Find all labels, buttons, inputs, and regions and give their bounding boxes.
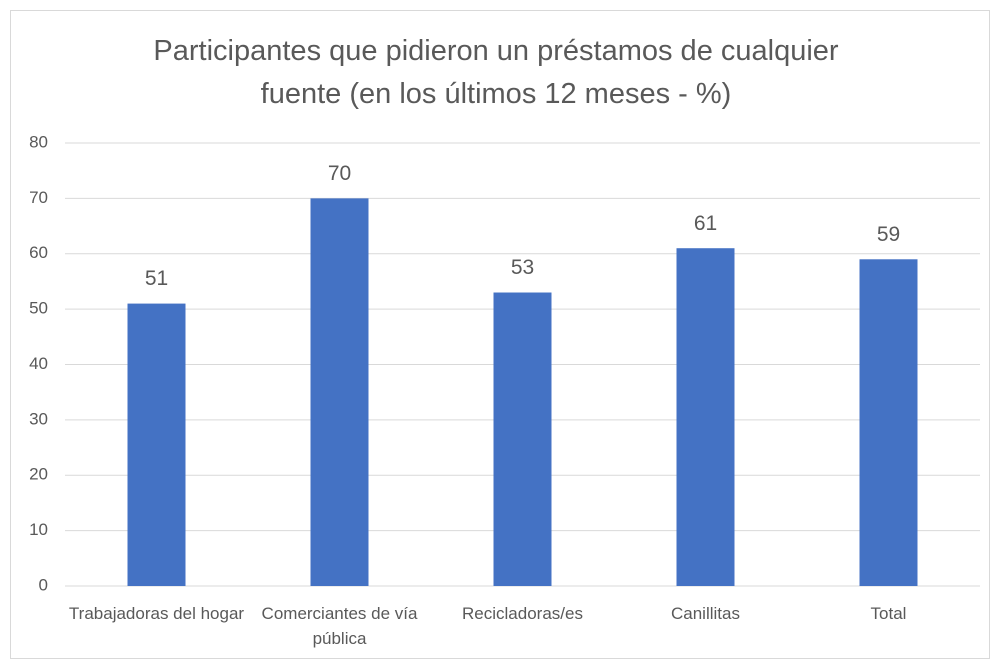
y-tick-label: 10 (29, 520, 48, 539)
data-label: 61 (694, 212, 717, 235)
bar (676, 248, 735, 586)
bar (493, 292, 552, 586)
y-tick-label: 70 (29, 188, 48, 207)
x-tick-label: Comerciantes de vía pública (261, 604, 418, 648)
x-tick-label: Canillitas (671, 604, 740, 623)
chart-frame (10, 10, 990, 659)
bar (859, 259, 918, 586)
data-label: 53 (511, 256, 534, 279)
chart-title: Participantes que pidieron un préstamos … (153, 35, 839, 110)
bar (310, 198, 369, 586)
data-label: 51 (145, 267, 168, 290)
bar (127, 303, 186, 586)
x-tick-label: Total (870, 604, 907, 623)
y-tick-label: 60 (29, 243, 48, 262)
y-tick-label: 0 (39, 575, 48, 594)
y-tick-label: 40 (29, 354, 48, 373)
y-tick-label: 30 (29, 409, 48, 428)
y-tick-label: 80 (29, 132, 48, 151)
data-label: 70 (328, 162, 351, 185)
data-label: 59 (877, 223, 900, 246)
x-tick-label: Recicladoras/es (462, 604, 583, 623)
y-tick-label: 50 (29, 299, 48, 318)
y-tick-label: 20 (29, 465, 48, 484)
x-tick-label: Trabajadoras del hogar (68, 604, 245, 623)
